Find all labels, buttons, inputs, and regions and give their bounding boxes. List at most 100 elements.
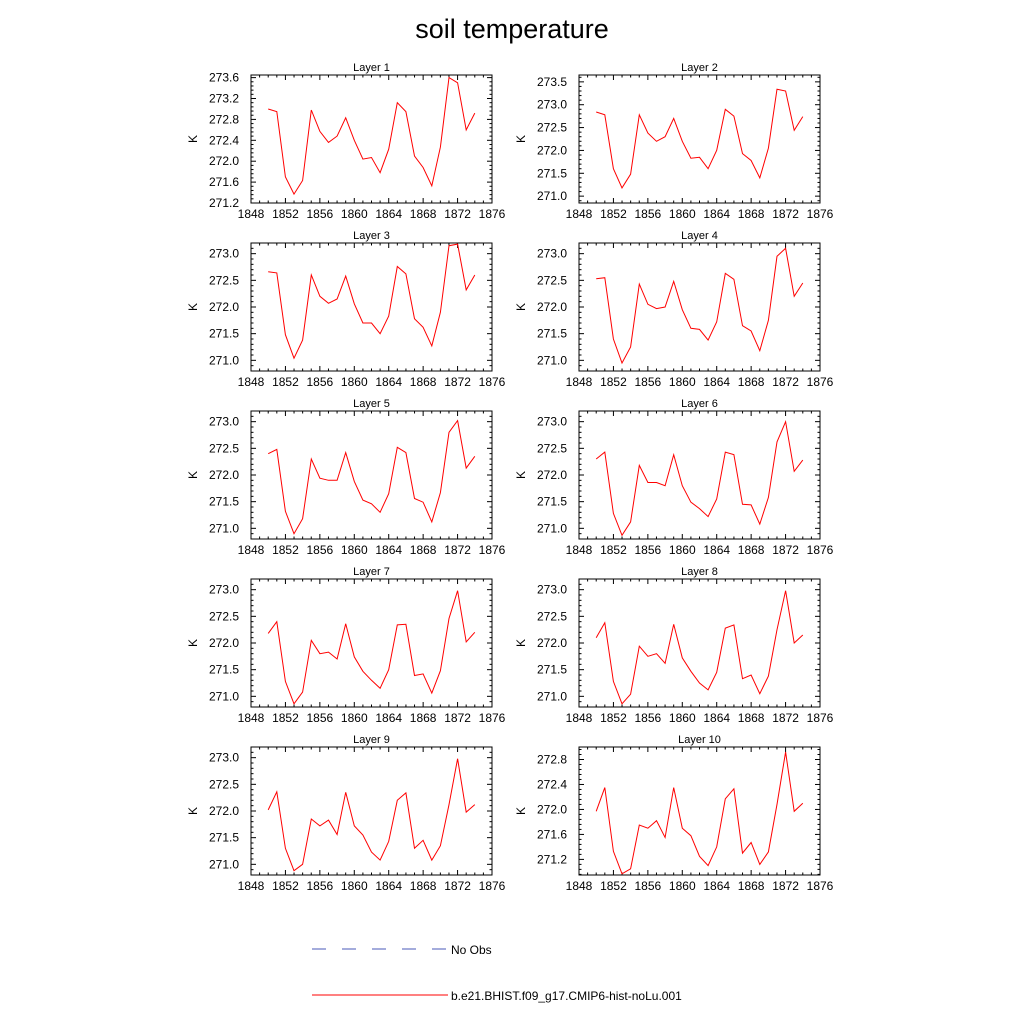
x-tick-label: 1860: [669, 543, 696, 557]
y-tick-label: 271.0: [537, 521, 567, 535]
x-tick-label: 1864: [375, 879, 402, 893]
panel-title: Layer 1: [353, 62, 390, 74]
x-tick-label: 1876: [479, 711, 506, 725]
x-tick-label: 1852: [272, 879, 299, 893]
x-tick-label: 1872: [772, 375, 799, 389]
series-line: [267, 590, 476, 705]
panel-title: Layer 9: [353, 734, 390, 746]
panel-title: Layer 5: [353, 398, 390, 410]
panel-title: Layer 7: [353, 566, 390, 578]
x-tick-label: 1856: [635, 543, 662, 557]
panel-1: Layer 1 K 1848 1852 1856 1860 1864 1868 1872 1876…: [186, 62, 506, 221]
y-tick-label: 272.5: [537, 609, 567, 623]
y-axis-label: K: [186, 303, 200, 311]
x-tick-label: 1856: [307, 879, 334, 893]
y-tick-label: 273.0: [209, 415, 239, 429]
panel-4: Layer 4 K 1848 1852 1856 1860 1864 1868 1872 1876…: [514, 230, 834, 389]
series-line: [596, 247, 804, 365]
y-tick-label: 272.0: [537, 468, 567, 482]
panel-2: Layer 2 K 1848 1852 1856 1860 1864 1868 1872 1876…: [514, 62, 834, 221]
x-tick-label: 1864: [375, 711, 402, 725]
series-line: [268, 76, 476, 196]
y-tick-label: 271.2: [209, 196, 239, 210]
x-tick-label: 1856: [307, 711, 334, 725]
x-tick-label: 1852: [600, 879, 627, 893]
y-axis-label: K: [514, 471, 528, 479]
x-tick-label: 1864: [703, 879, 730, 893]
y-axis-label: K: [514, 135, 528, 143]
series-line: [595, 419, 804, 537]
series-line: [596, 88, 804, 189]
x-tick-label: 1848: [566, 207, 593, 221]
y-axis-label: K: [186, 471, 200, 479]
y-tick-label: 272.5: [209, 777, 239, 791]
y-tick-label: 273.0: [537, 415, 567, 429]
x-tick-label: 1848: [238, 879, 265, 893]
x-tick-label: 1872: [772, 879, 799, 893]
x-tick-label: 1868: [738, 207, 765, 221]
x-tick-label: 1860: [669, 711, 696, 725]
series-line: [267, 419, 476, 535]
y-tick-label: 271.5: [537, 327, 567, 341]
panel-3: Layer 3 K 1848 1852 1856 1860 1864 1868 1872 1876…: [186, 230, 506, 389]
x-tick-label: 1848: [238, 711, 265, 725]
x-tick-label: 1872: [444, 207, 471, 221]
y-tick-label: 271.5: [537, 663, 567, 677]
x-tick-label: 1852: [272, 207, 299, 221]
series-line: [595, 590, 804, 705]
x-tick-label: 1868: [410, 375, 437, 389]
y-tick-label: 271.6: [209, 175, 239, 189]
x-tick-label: 1848: [566, 375, 593, 389]
y-axis-label: K: [186, 807, 200, 815]
y-tick-label: 273.0: [537, 98, 567, 112]
x-tick-label: 1852: [272, 711, 299, 725]
legend-label: b.e21.BHIST.f09_g17.CMIP6-hist-noLu.001: [451, 989, 682, 1003]
y-axis-label: K: [514, 639, 528, 647]
x-tick-label: 1864: [703, 543, 730, 557]
y-tick-label: 272.5: [537, 441, 567, 455]
x-tick-label: 1868: [410, 543, 437, 557]
panel-10: Layer 10 K 1848 1852 1856 1860 1864 1868 1872 187…: [514, 734, 834, 893]
y-tick-label: 271.6: [537, 827, 567, 841]
y-tick-label: 272.5: [537, 121, 567, 135]
x-tick-label: 1860: [341, 879, 368, 893]
y-tick-label: 271.0: [537, 189, 567, 203]
x-tick-label: 1856: [635, 375, 662, 389]
x-tick-label: 1860: [341, 375, 368, 389]
y-tick-label: 271.0: [209, 521, 239, 535]
x-tick-label: 1872: [772, 543, 799, 557]
x-tick-label: 1872: [772, 207, 799, 221]
y-tick-label: 272.8: [209, 112, 239, 126]
x-tick-label: 1876: [479, 543, 506, 557]
x-tick-label: 1876: [479, 879, 506, 893]
y-tick-label: 272.0: [209, 154, 239, 168]
x-tick-label: 1848: [238, 207, 265, 221]
x-tick-label: 1848: [566, 543, 593, 557]
x-tick-label: 1876: [807, 711, 834, 725]
y-tick-label: 271.0: [209, 353, 239, 367]
x-tick-label: 1852: [600, 543, 627, 557]
y-tick-label: 272.5: [209, 273, 239, 287]
x-tick-label: 1860: [669, 207, 696, 221]
y-tick-label: 272.5: [209, 441, 239, 455]
x-tick-label: 1868: [738, 711, 765, 725]
y-tick-label: 272.0: [209, 300, 239, 314]
panel-6: Layer 6 K 1848 1852 1856 1860 1864 1868 1872 1876…: [514, 398, 834, 557]
x-tick-label: 1864: [703, 375, 730, 389]
y-tick-label: 271.2: [537, 852, 567, 866]
panel-title: Layer 4: [681, 230, 718, 242]
chart-title: soil temperature: [415, 14, 609, 44]
x-tick-label: 1852: [600, 207, 627, 221]
y-tick-label: 273.0: [537, 247, 567, 261]
y-tick-label: 271.0: [537, 353, 567, 367]
x-tick-label: 1868: [738, 375, 765, 389]
x-tick-label: 1848: [238, 543, 265, 557]
panel-8: Layer 8 K 1848 1852 1856 1860 1864 1868 1872 1876…: [514, 566, 834, 725]
x-tick-label: 1876: [807, 375, 834, 389]
y-tick-label: 273.0: [537, 583, 567, 597]
y-tick-label: 272.0: [537, 802, 567, 816]
x-tick-label: 1860: [341, 207, 368, 221]
y-tick-label: 272.0: [209, 636, 239, 650]
y-tick-label: 271.0: [209, 689, 239, 703]
